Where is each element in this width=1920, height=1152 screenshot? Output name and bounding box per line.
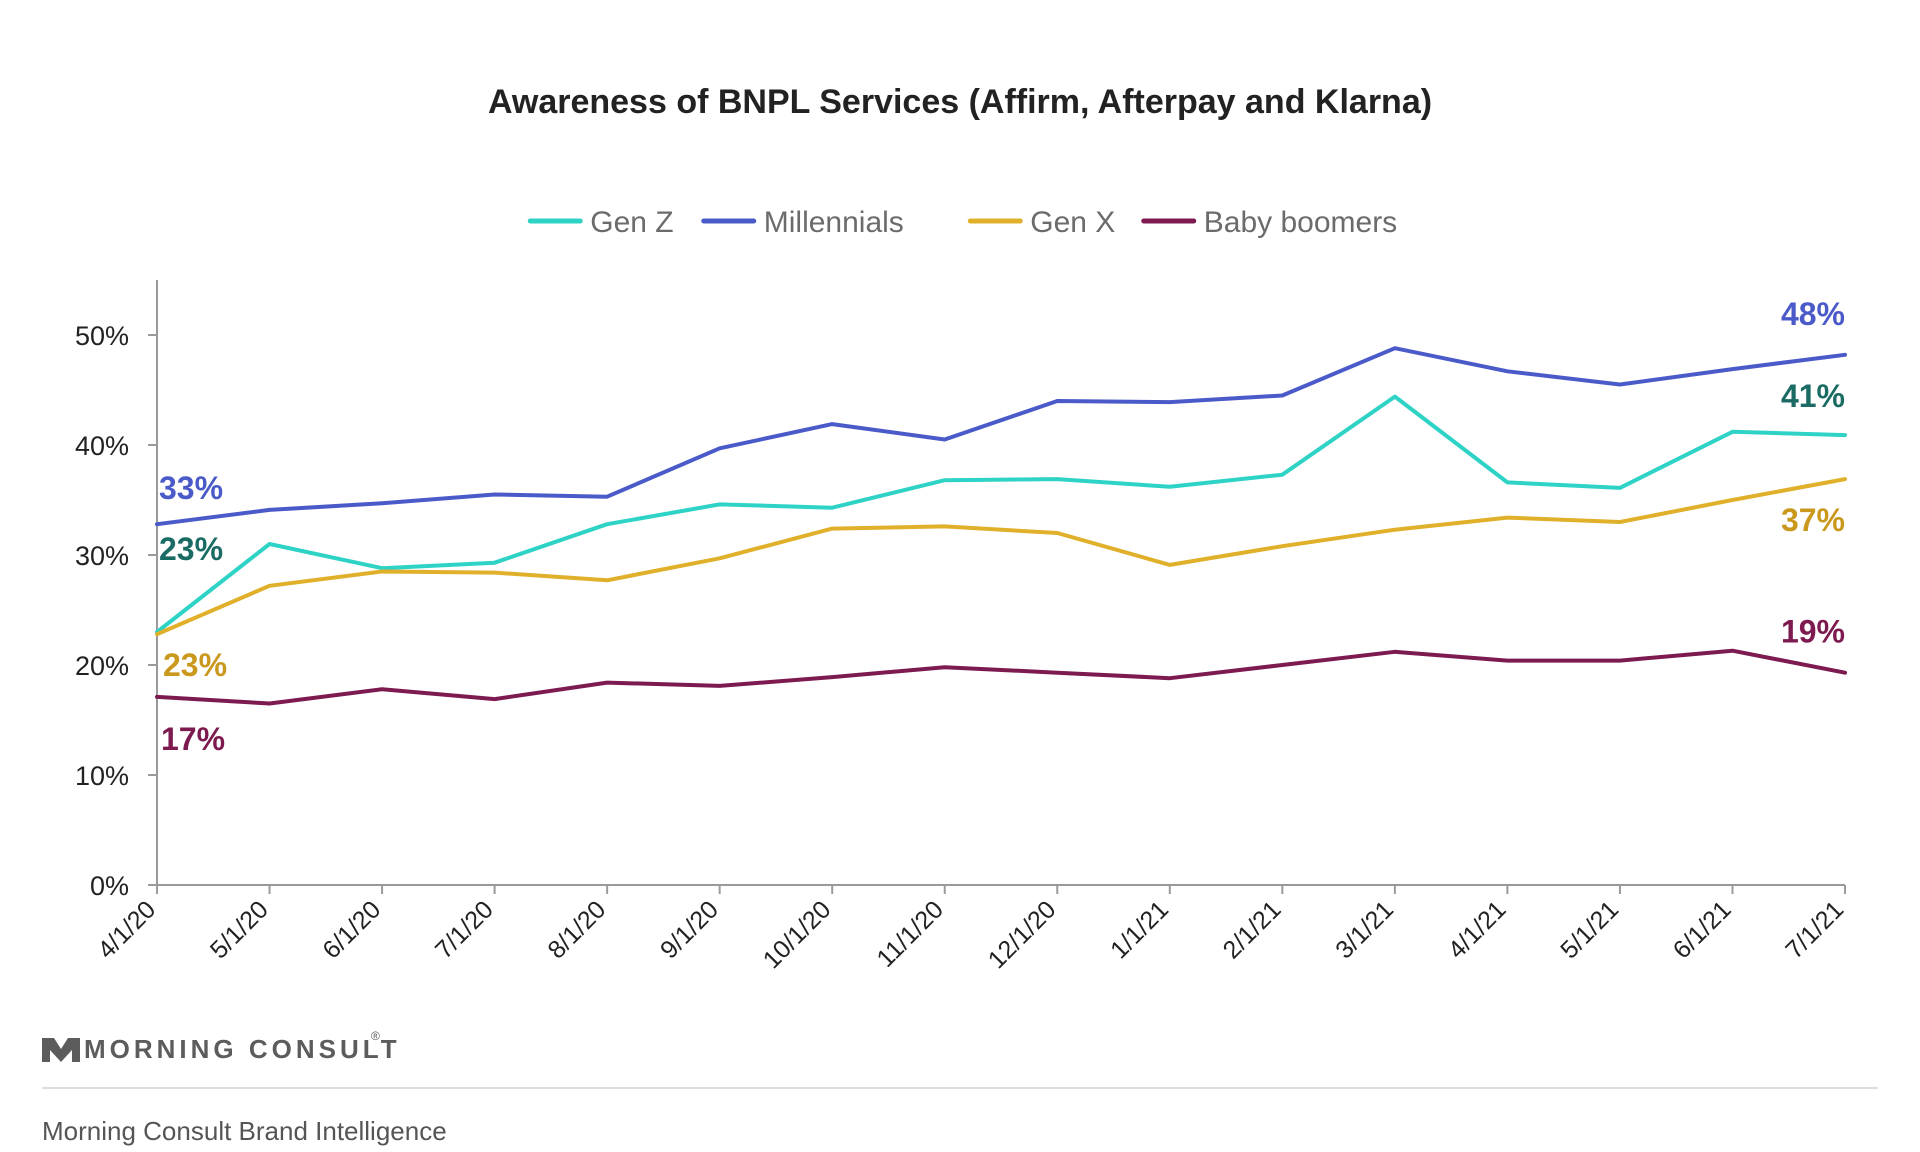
registered-mark: ®	[371, 1029, 380, 1043]
end-label-millennials: 48%	[1781, 296, 1845, 332]
x-tick-label: 12/1/20	[983, 895, 1062, 974]
legend-item-gen-z: Gen Z	[527, 206, 674, 239]
morning-consult-m-icon	[42, 1038, 80, 1062]
x-tick-label: 8/1/20	[542, 895, 611, 964]
x-tick-label: 6/1/21	[1668, 895, 1737, 964]
end-label-baby-boomers: 19%	[1781, 614, 1845, 650]
x-tick-label: 5/1/20	[205, 895, 274, 964]
chart-legend: Gen Z Millennials Gen X Baby boomers	[527, 206, 1397, 239]
series-lines	[155, 346, 1847, 706]
x-tick-label: 9/1/20	[655, 895, 724, 964]
x-tick-label: 2/1/21	[1218, 895, 1287, 964]
legend-item-gen-x: Gen X	[967, 206, 1115, 239]
series-line-gen-z	[155, 394, 1847, 634]
start-label-baby-boomers: 17%	[161, 721, 225, 757]
legend-label: Gen Z	[590, 206, 673, 239]
x-tick-label: 5/1/21	[1555, 895, 1624, 964]
y-tick-label: 30%	[75, 541, 129, 571]
y-tick-label: 40%	[75, 431, 129, 461]
x-tick-label: 3/1/21	[1330, 895, 1399, 964]
legend-label: Baby boomers	[1204, 206, 1397, 239]
series-line-gen-x	[155, 477, 1847, 637]
x-tick-label: 4/1/21	[1443, 895, 1512, 964]
source-note: Morning Consult Brand Intelligence	[42, 1116, 447, 1146]
chart-axes: 0% 10% 20% 30% 40% 50% 4/1/20 5/1/20 6/1/20 7/1/2…	[75, 280, 1849, 974]
legend-label: Millennials	[764, 206, 904, 239]
x-tick-label: 10/1/20	[758, 895, 837, 974]
y-tick-label: 0%	[90, 871, 129, 901]
start-label-gen-x: 23%	[163, 647, 227, 683]
series-line-baby-boomers	[155, 648, 1847, 706]
start-label-millennials: 33%	[159, 470, 223, 506]
x-tick-label: 1/1/21	[1105, 895, 1174, 964]
end-label-gen-z: 41%	[1781, 378, 1845, 414]
y-tick-label: 10%	[75, 761, 129, 791]
brand-wordmark: MORNING CONSULT	[84, 1034, 401, 1064]
x-tick-label: 11/1/20	[872, 895, 949, 972]
data-labels: 23% 41% 33% 48% 23% 37% 17% 19%	[159, 296, 1845, 757]
start-label-gen-z: 23%	[159, 531, 223, 567]
x-tick-label: 6/1/20	[317, 895, 386, 964]
y-tick-label: 20%	[75, 651, 129, 681]
y-tick-label: 50%	[75, 321, 129, 351]
x-tick-label: 7/1/20	[430, 895, 499, 964]
x-tick-label: 4/1/20	[92, 895, 161, 964]
morning-consult-logo: MORNING CONSULT ®	[42, 1029, 401, 1064]
series-line-millennials	[155, 346, 1847, 527]
legend-item-millennials: Millennials	[701, 206, 904, 239]
legend-item-baby-boomers: Baby boomers	[1141, 206, 1397, 239]
end-label-gen-x: 37%	[1781, 502, 1845, 538]
x-tick-label: 7/1/21	[1780, 895, 1849, 964]
chart-title: Awareness of BNPL Services (Affirm, Afte…	[488, 83, 1432, 121]
legend-label: Gen X	[1030, 206, 1115, 239]
